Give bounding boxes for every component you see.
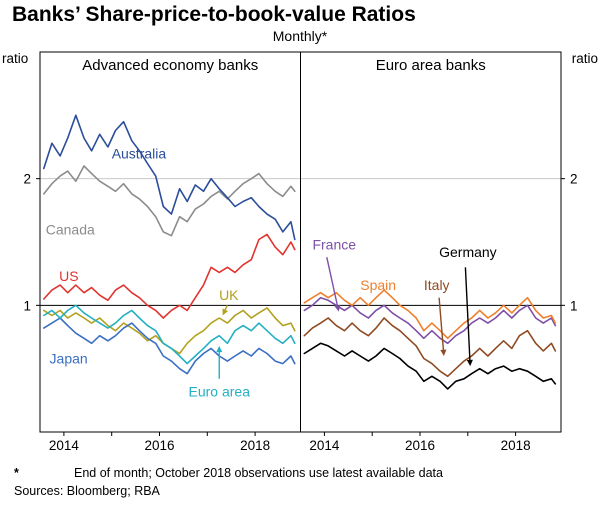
series-line-japan xyxy=(42,317,296,375)
series-label-germany: Germany xyxy=(439,244,497,260)
series-arrow-germany xyxy=(464,267,471,363)
y-tick-label-left: 2 xyxy=(23,172,31,187)
series-arrow-france xyxy=(326,257,339,308)
series-line-us xyxy=(42,233,296,319)
series-label-us: US xyxy=(59,268,78,284)
footnote-text: End of month; October 2018 observations … xyxy=(74,466,443,480)
chart-title: Banks’ Share-price-to-book-value Ratios xyxy=(12,3,416,26)
x-tick-label: 2018 xyxy=(240,438,270,453)
series-line-france xyxy=(303,296,557,345)
y-tick-label-right: 1 xyxy=(570,298,578,313)
x-tick-label: 2018 xyxy=(501,438,531,453)
series-label-japan: Japan xyxy=(50,351,88,367)
footnote-row: * End of month; October 2018 observation… xyxy=(14,466,600,480)
series-line-germany xyxy=(303,342,557,390)
series-label-italy: Italy xyxy=(424,277,450,293)
x-tick-label: 2016 xyxy=(405,438,435,453)
series-label-australia: Australia xyxy=(112,145,167,161)
footnote-marker: * xyxy=(14,466,19,480)
y-tick-label-left: 1 xyxy=(23,298,31,313)
y-unit-left: ratio xyxy=(2,51,28,66)
y-unit-right: ratio xyxy=(572,51,598,66)
series-arrowhead-germany xyxy=(466,359,473,367)
series-label-france: France xyxy=(312,237,356,253)
series-line-italy xyxy=(303,317,557,378)
series-line-spain xyxy=(303,289,557,340)
x-tick-label: 2016 xyxy=(144,438,174,453)
series-label-euro-area: Euro area xyxy=(189,383,251,399)
chart-figure: Banks’ Share-price-to-book-value Ratios … xyxy=(0,2,600,498)
chart-subtitle: Monthly* xyxy=(272,28,328,44)
series-label-uk: UK xyxy=(219,287,239,303)
series-arrowhead-uk xyxy=(222,308,229,316)
series-line-canada xyxy=(42,165,296,237)
panel-title-advanced-economy-banks: Advanced economy banks xyxy=(82,57,258,74)
series-line-australia xyxy=(42,114,296,241)
chart-footnotes: * End of month; October 2018 observation… xyxy=(0,466,600,498)
y-tick-label-right: 2 xyxy=(570,172,578,187)
series-arrow-italy xyxy=(438,297,445,353)
chart-canvas: 1 1 2 2 2014 2016 2018 Advanced economy banks 20… xyxy=(2,51,598,453)
panel-title-euro-area-banks: Euro area banks xyxy=(376,57,486,74)
series-arrowhead-france xyxy=(334,304,341,312)
x-tick-label: 2014 xyxy=(309,438,340,453)
sources-text: Sources: Bloomberg; RBA xyxy=(14,484,160,498)
series-arrowhead-italy xyxy=(440,349,447,356)
series-arrowhead-euro-area xyxy=(216,345,223,353)
series-label-canada: Canada xyxy=(46,221,95,237)
series-line-euro-area xyxy=(42,304,296,365)
x-tick-label: 2014 xyxy=(49,438,80,453)
series-label-spain: Spain xyxy=(360,277,396,293)
